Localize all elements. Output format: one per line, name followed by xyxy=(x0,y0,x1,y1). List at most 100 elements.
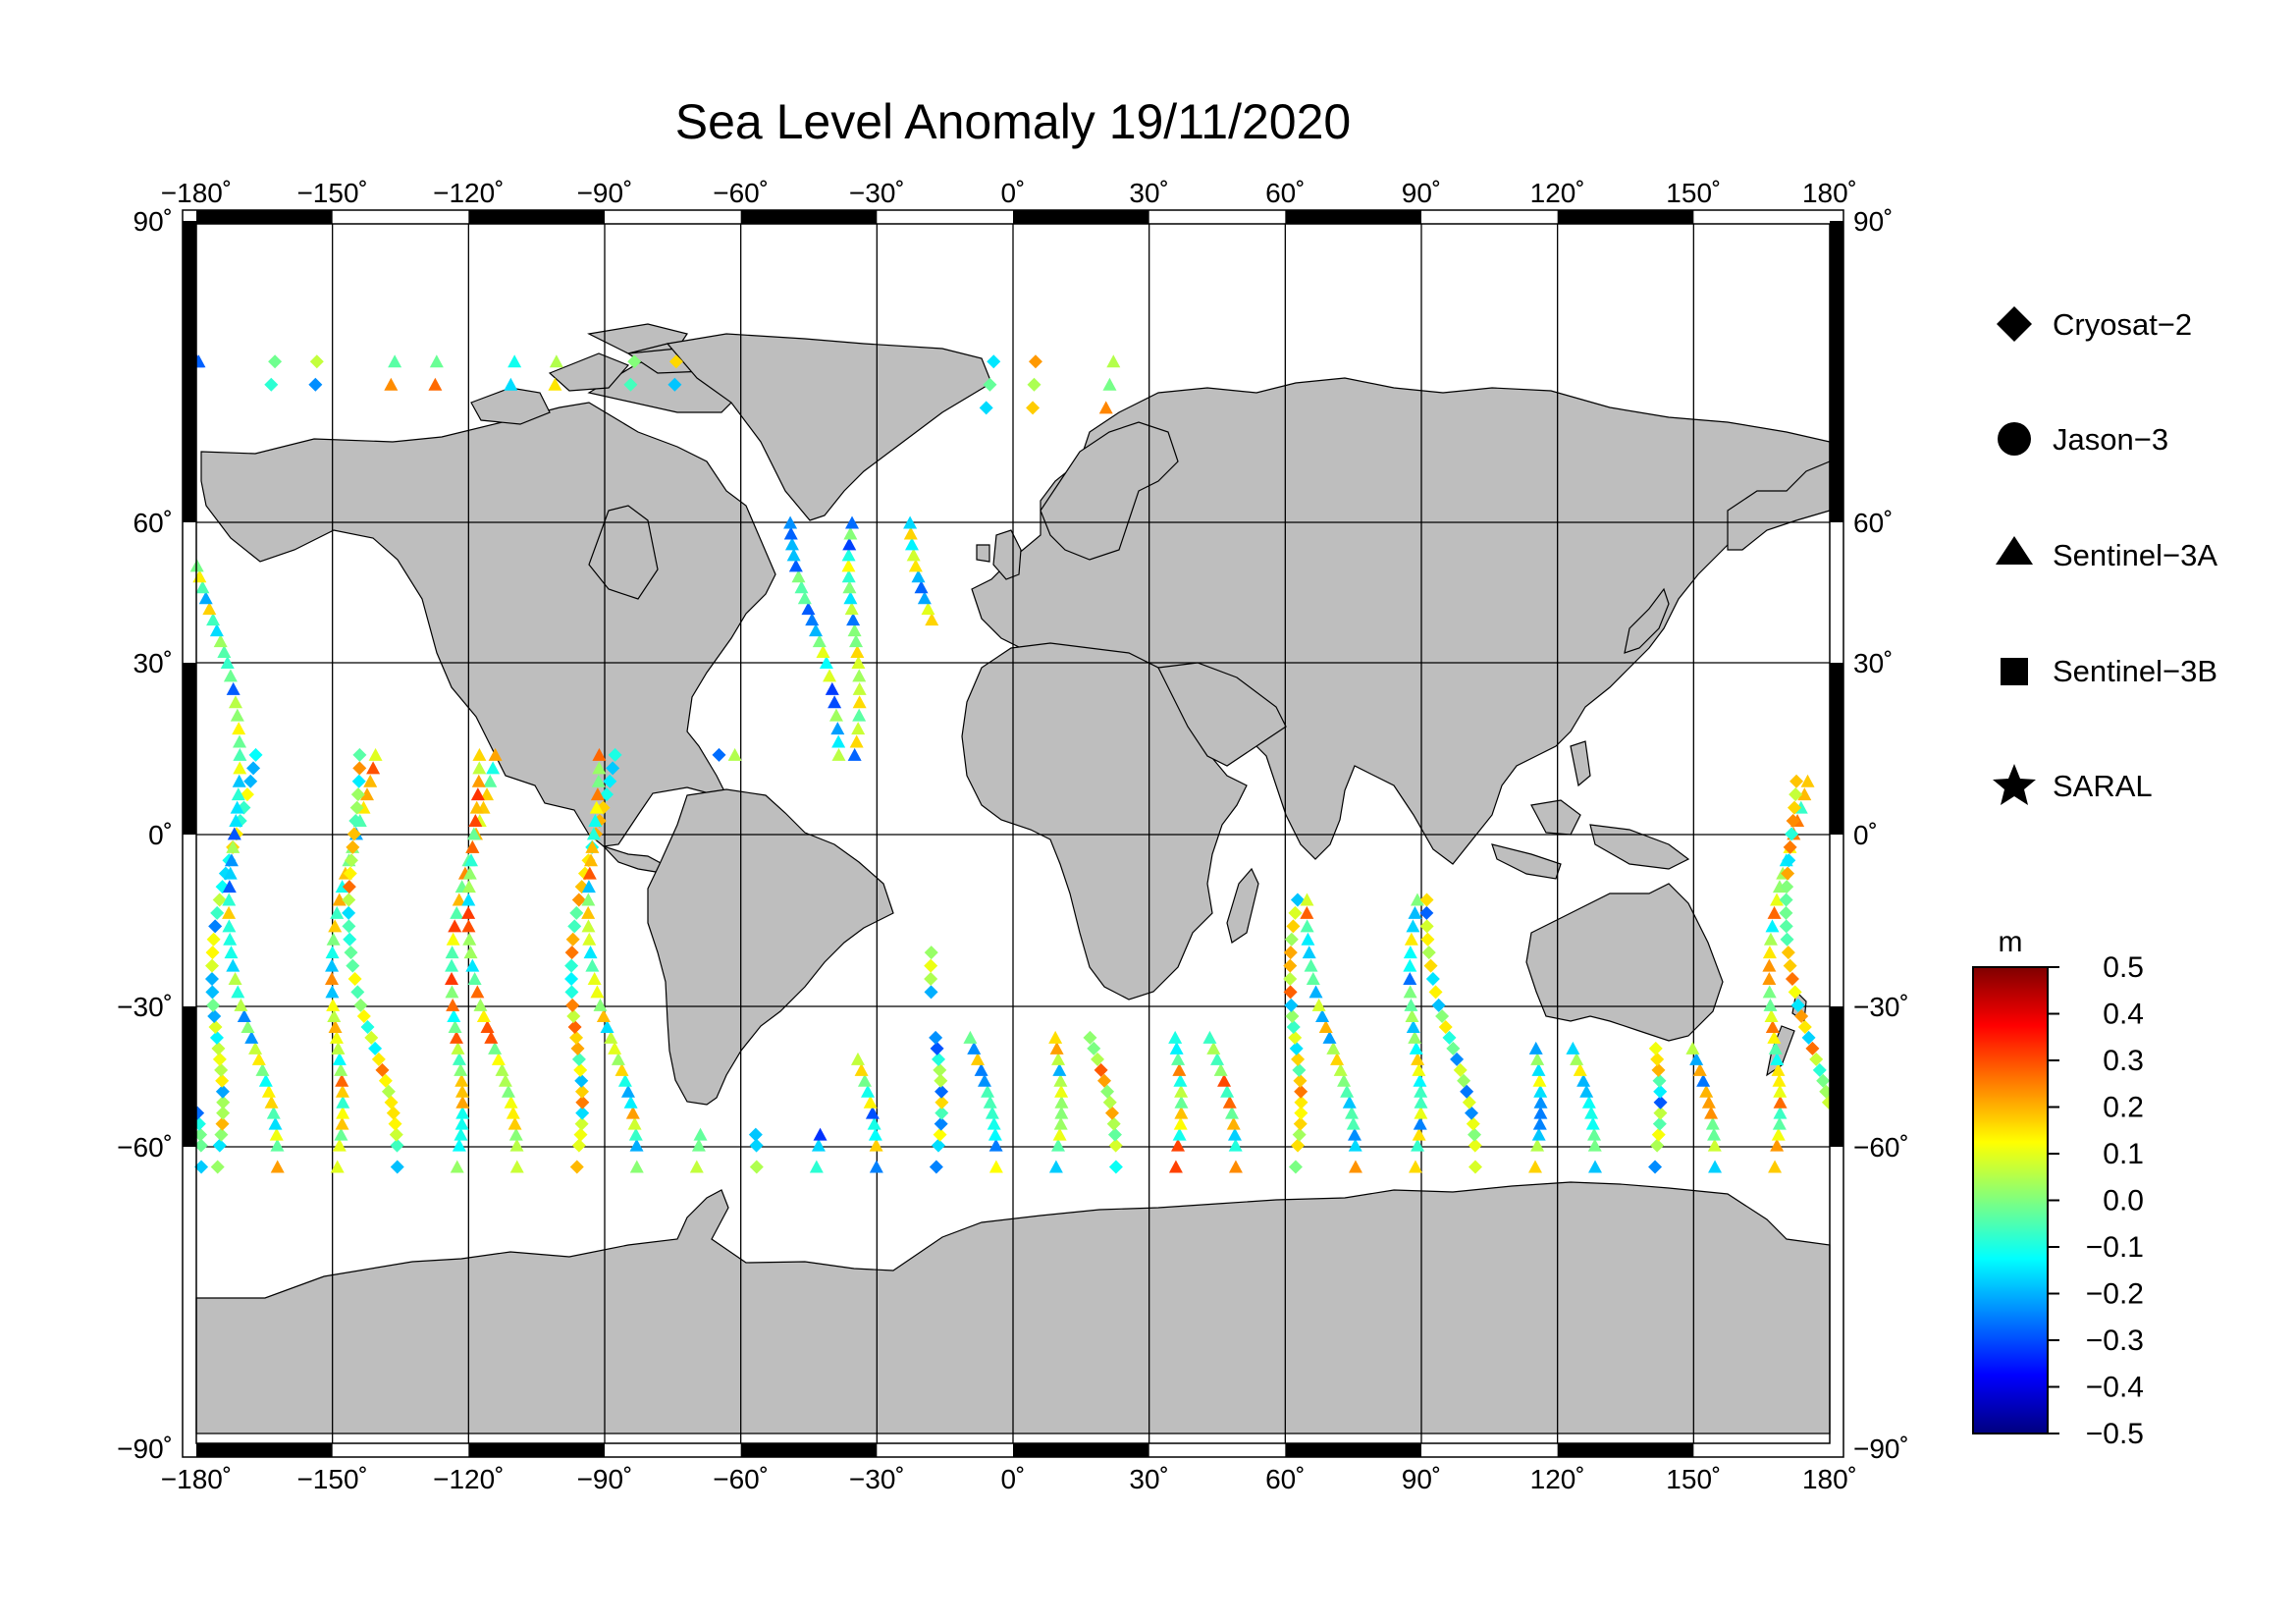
cryosat-2-point xyxy=(1419,905,1434,920)
cryosat-2-point xyxy=(569,905,584,920)
cryosat-2-point xyxy=(1442,1030,1457,1045)
sentinel-3a-point xyxy=(1228,1138,1243,1152)
sentinel-3a-point xyxy=(727,747,742,761)
cryosat-2-point xyxy=(193,1138,208,1153)
sentinel-3a-point xyxy=(1172,1062,1187,1076)
sentinel-3a-point xyxy=(1206,1041,1221,1055)
sentinel-3a-point xyxy=(480,1019,495,1033)
sentinel-3a-point xyxy=(226,839,240,853)
sentinel-3a-point xyxy=(330,905,345,919)
sentinel-3a-point xyxy=(1174,1106,1189,1119)
sentinel-3a-point xyxy=(691,1138,706,1152)
south-america-landmass xyxy=(647,788,894,1106)
cryosat-2-point xyxy=(1648,1160,1663,1174)
sentinel-3a-point xyxy=(483,774,498,787)
cryosat-2-point xyxy=(1431,998,1446,1012)
longitude-tick-label: −120˚ xyxy=(433,178,504,208)
cryosat-2-point xyxy=(569,1030,584,1045)
cryosat-2-point xyxy=(350,985,365,1000)
sentinel-3a-point xyxy=(1532,1073,1547,1087)
legend-item-sentinel-3a: Sentinel−3A xyxy=(1996,536,2217,572)
sentinel-3a-point xyxy=(498,1073,512,1087)
cryosat-2-point xyxy=(1288,1160,1303,1174)
cryosat-2-point xyxy=(264,377,279,392)
sentinel-3a-point xyxy=(1102,377,1117,391)
sentinel-3a-point xyxy=(462,932,477,946)
sentinel-3a-point xyxy=(1531,1127,1546,1141)
frame-bar-bottom xyxy=(1285,1443,1421,1457)
cryosat-2-point xyxy=(1108,1138,1123,1153)
sentinel-3a-point xyxy=(1300,905,1314,919)
sentinel-3a-point xyxy=(446,932,460,946)
sentinel-3a-point xyxy=(325,946,340,959)
sentinel-3a-point xyxy=(988,1160,1003,1173)
frame-bar-right xyxy=(1830,1006,1843,1147)
sentinel-3a-point xyxy=(831,734,846,748)
sentinel-3a-point xyxy=(1762,972,1777,985)
sentinel-3a-point xyxy=(509,1160,524,1173)
sentinel-3a-point xyxy=(904,537,919,551)
sentinel-3a-point xyxy=(849,634,864,648)
sentinel-3a-point xyxy=(508,1127,523,1141)
colorbar-tick-label: −0.5 xyxy=(2086,1418,2144,1450)
sentinel-3a-point xyxy=(1168,1160,1183,1173)
cryosat-2-point xyxy=(1466,1116,1480,1131)
sentinel-3a-point xyxy=(1413,1073,1427,1087)
cryosat-2-point xyxy=(1648,1041,1663,1055)
cryosat-2-point xyxy=(216,1095,231,1109)
sentinel-3a-point xyxy=(261,1084,276,1098)
sentinel-3a-point xyxy=(454,1062,468,1076)
sentinel-3a-point xyxy=(231,787,245,801)
sentinel-3a-point xyxy=(847,623,862,637)
sentinel-3a-point xyxy=(581,905,596,919)
sentinel-3a-point xyxy=(783,526,798,540)
sentinel-3a-point xyxy=(983,1095,997,1109)
sentinel-3a-point xyxy=(582,866,597,880)
sentinel-3a-point xyxy=(224,853,239,867)
sentinel-3a-point xyxy=(336,1095,350,1109)
sentinel-3a-point xyxy=(266,1106,281,1119)
map-title: Sea Level Anomaly 19/11/2020 xyxy=(675,94,1351,149)
sentinel-3a-point xyxy=(620,1084,635,1098)
sentinel-3a-point xyxy=(1048,1030,1063,1044)
sentinel-3a-point xyxy=(977,1073,991,1087)
cryosat-2-point xyxy=(1294,1095,1308,1109)
sentinel-3a-point xyxy=(264,1095,279,1109)
cryosat-2-point xyxy=(564,985,579,1000)
sentinel-3a-point xyxy=(463,946,478,959)
sentinel-3a-point xyxy=(1213,1062,1228,1076)
cryosat-2-point xyxy=(1438,1019,1453,1034)
cryosat-2-point xyxy=(1283,958,1298,973)
cryosat-2-point xyxy=(1780,932,1794,947)
sentinel-3a-point xyxy=(255,1062,270,1076)
cryosat-2-point xyxy=(1091,1052,1105,1066)
sentinel-3a-point xyxy=(1345,1106,1360,1119)
cryosat-2-point xyxy=(1462,1095,1476,1109)
sentinel-3a-point xyxy=(229,814,243,827)
cryosat-2-point xyxy=(1650,1052,1665,1066)
sentinel-3a-point xyxy=(1315,1009,1330,1023)
sentinel-3a-point xyxy=(1300,919,1314,933)
cryosat-2-point xyxy=(1652,1073,1667,1088)
sentinel-3a-point xyxy=(908,559,923,572)
sentinel-3a-point xyxy=(1342,1095,1357,1109)
cryosat-2-point xyxy=(1292,1062,1307,1077)
sentinel-3a-point xyxy=(587,972,602,985)
sentinel-3a-point xyxy=(805,613,820,626)
sentinel-3a-point xyxy=(507,354,522,368)
sentinel-3a-point xyxy=(224,946,239,959)
sentinel-3a-point xyxy=(1531,1062,1546,1076)
sentinel-3a-point xyxy=(1348,1138,1362,1152)
cryosat-2-point xyxy=(934,1095,949,1109)
sentinel-3a-point xyxy=(226,681,240,695)
cryosat-2-point xyxy=(1789,787,1803,802)
sentinel-3a-point xyxy=(625,1106,640,1119)
cryosat-2-point xyxy=(212,1052,227,1066)
sentinel-3a-point xyxy=(472,747,487,761)
cryosat-2-point xyxy=(351,774,366,788)
sentinel-3a-point xyxy=(1340,1084,1355,1098)
sentinel-3a-point xyxy=(1333,1062,1348,1076)
sentinel-3a-point xyxy=(786,548,801,562)
sentinel-3a-point xyxy=(841,548,856,562)
sentinel-3a-point xyxy=(1527,1160,1542,1173)
